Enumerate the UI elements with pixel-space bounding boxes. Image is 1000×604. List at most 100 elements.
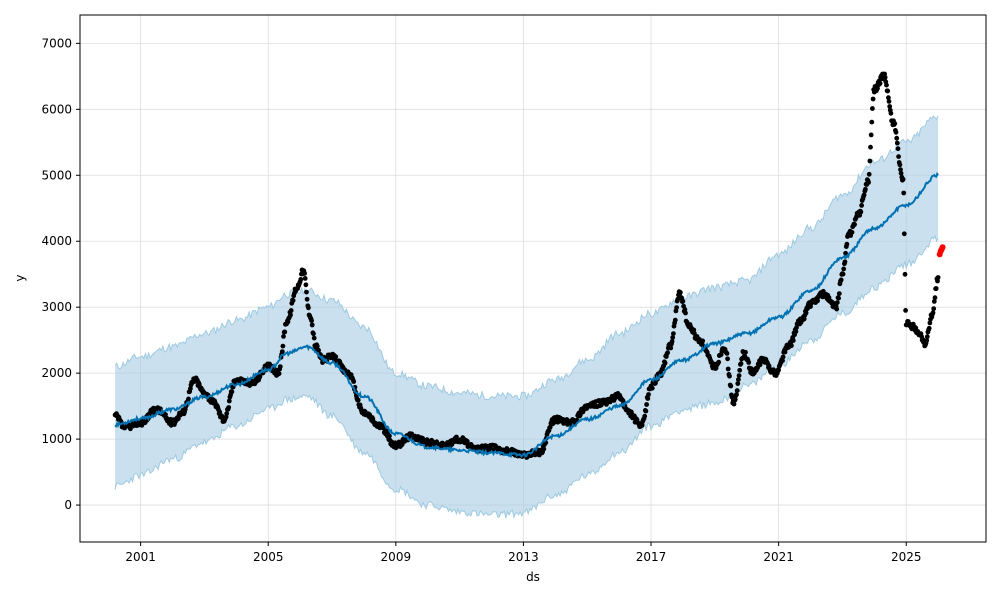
observed-point (870, 106, 875, 111)
observed-point (668, 345, 674, 351)
observed-point (746, 360, 752, 365)
observed-point (902, 271, 908, 277)
plot-frame (79, 14, 987, 543)
observed-point (935, 275, 941, 280)
observed-point (277, 364, 283, 369)
observed-point (782, 349, 788, 355)
observed-point (858, 209, 864, 215)
observed-point (281, 334, 286, 339)
observed-point (309, 318, 314, 324)
x-tick-label: 2021 (763, 550, 794, 564)
observed-point (886, 95, 891, 101)
observed-point (900, 176, 906, 182)
observed-point (859, 203, 864, 208)
observed-point (932, 295, 938, 301)
observed-point (732, 397, 738, 402)
observed-point (924, 334, 930, 340)
observed-point (737, 367, 743, 373)
observed-point (309, 322, 315, 328)
observed-point (288, 312, 293, 318)
observed-point (734, 392, 739, 397)
observed-point (903, 308, 908, 313)
x-tick-label: 2025 (891, 550, 922, 564)
observed-point (898, 167, 903, 173)
observed-point (926, 325, 932, 331)
observed-point (931, 306, 937, 312)
observed-point (842, 259, 848, 265)
observed-point (834, 300, 840, 305)
observed-point (276, 371, 282, 376)
observed-point (841, 266, 847, 272)
observed-point (643, 408, 649, 414)
observed-point (303, 282, 309, 288)
observed-point (913, 325, 919, 331)
highlight-points (936, 244, 946, 258)
observed-point (728, 383, 734, 389)
x-tick-label: 2001 (125, 550, 156, 564)
observed-point (877, 81, 883, 86)
observed-point (541, 446, 547, 452)
observed-point (870, 96, 876, 102)
x-tick-label: 2009 (381, 550, 412, 564)
x-tick-label: 2017 (636, 550, 667, 564)
x-axis-label: ds (526, 570, 540, 584)
observed-point (724, 351, 730, 356)
observed-point (674, 305, 679, 310)
observed-point (803, 310, 809, 316)
observed-point (700, 338, 706, 344)
observed-point (736, 373, 742, 378)
observed-point (387, 433, 392, 439)
observed-point (801, 316, 807, 322)
observed-point (868, 132, 874, 138)
observed-point (229, 389, 235, 395)
observed-point (678, 290, 683, 295)
y-tick-label: 4000 (41, 234, 72, 248)
observed-point (282, 329, 288, 335)
observed-point (930, 310, 936, 316)
observed-point (683, 310, 688, 316)
observed-point (290, 298, 296, 303)
observed-point (861, 192, 867, 198)
observed-point (894, 135, 900, 141)
x-tick-label: 2005 (253, 550, 284, 564)
interval-upper-edge (114, 115, 939, 401)
observed-point (642, 413, 648, 419)
observed-point (288, 308, 294, 313)
observed-point (887, 104, 893, 109)
observed-point (885, 88, 891, 94)
observed-point (217, 409, 223, 415)
observed-point (901, 190, 907, 196)
observed-point (794, 325, 799, 330)
observed-point (311, 335, 317, 341)
y-tick-label: 1000 (41, 432, 72, 446)
observed-point (901, 231, 907, 237)
observed-point (735, 381, 741, 386)
observed-point (894, 140, 900, 146)
observed-point (316, 347, 321, 353)
y-tick-label: 5000 (41, 168, 72, 182)
observed-point (725, 366, 731, 372)
observed-point (924, 338, 930, 343)
observed-point (302, 271, 307, 276)
observed-point (306, 305, 311, 311)
x-tick-label: 2013 (508, 550, 539, 564)
observed-point (304, 289, 309, 295)
observed-point (644, 402, 649, 407)
y-tick-label: 2000 (41, 366, 72, 380)
observed-point (399, 442, 405, 447)
observed-point (355, 397, 361, 403)
y-tick-label: 0 (64, 498, 72, 512)
observed-point (671, 331, 676, 336)
observed-point (896, 154, 901, 160)
observed-point (793, 329, 799, 334)
observed-point (815, 298, 820, 304)
observed-point (898, 170, 904, 176)
observed-point (257, 374, 263, 379)
observed-point (852, 222, 857, 227)
observed-point (304, 296, 310, 302)
observed-point (738, 361, 744, 366)
observed-point (672, 317, 678, 323)
observed-point (639, 422, 645, 428)
y-tick-label: 6000 (41, 102, 72, 116)
observed-point (789, 343, 794, 349)
